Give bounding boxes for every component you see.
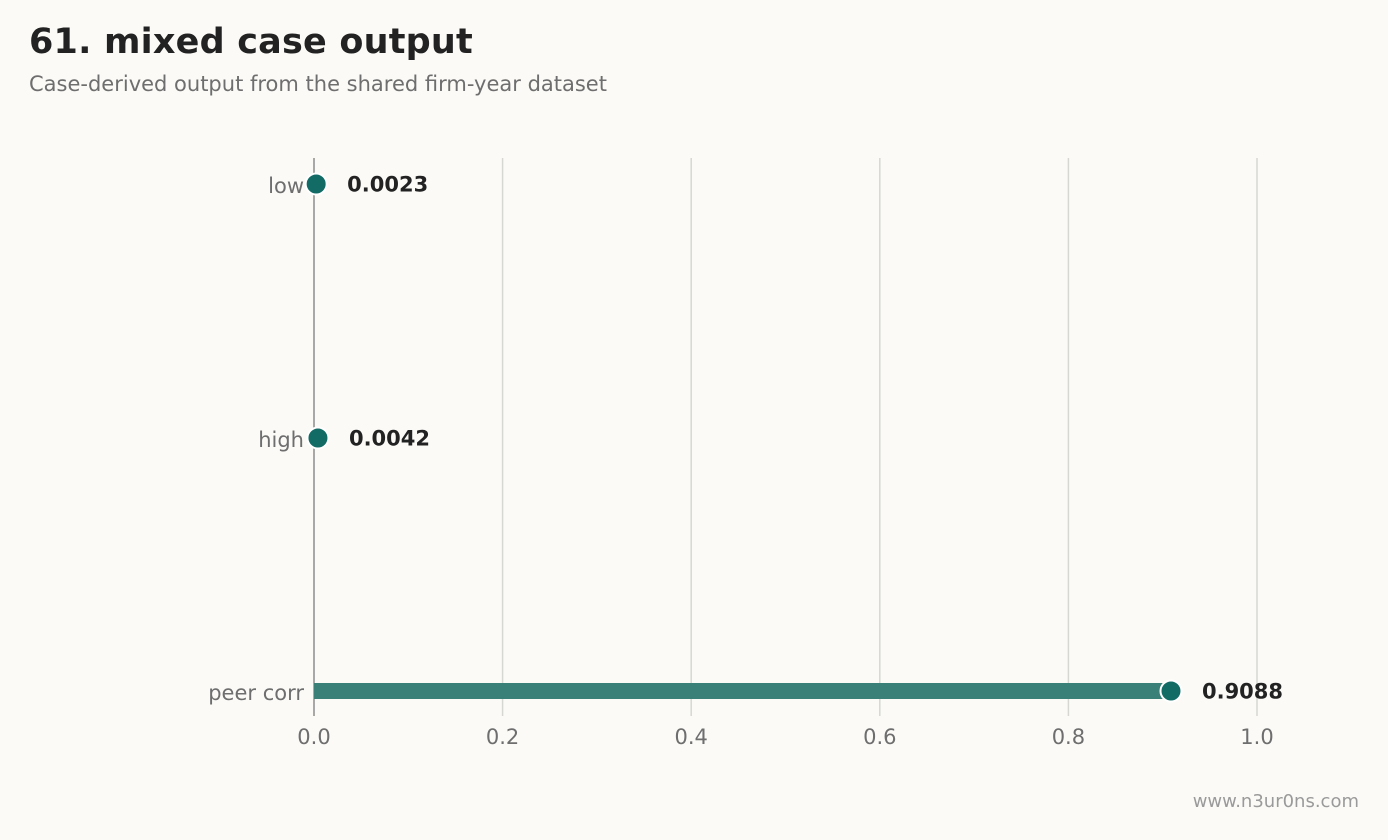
category-label: high [258, 428, 304, 452]
dot [304, 172, 328, 196]
x-tick-label: 0.6 [863, 725, 896, 749]
category-labels: low high peer corr [208, 174, 304, 705]
x-tick-label: 0.0 [297, 725, 330, 749]
bar [314, 683, 1171, 699]
dot [1159, 679, 1183, 703]
x-tick-labels: 0.0 0.2 0.4 0.6 0.8 1.0 [297, 725, 1273, 749]
grid-lines [501, 158, 1258, 716]
value-label: 0.9088 [1202, 680, 1283, 704]
x-tick-label: 0.4 [674, 725, 707, 749]
value-labels: 0.0023 0.0042 0.9088 [347, 173, 1283, 704]
value-label: 0.0042 [349, 427, 430, 451]
bars [314, 176, 1171, 699]
dot [306, 426, 330, 450]
category-label: peer corr [208, 681, 304, 705]
value-label: 0.0023 [347, 173, 428, 197]
chart-title: 61. mixed case output [29, 22, 473, 62]
category-label: low [268, 174, 304, 198]
chart-subtitle: Case-derived output from the shared firm… [29, 72, 607, 96]
dots [304, 172, 1183, 703]
x-tick-label: 0.2 [486, 725, 519, 749]
x-tick-label: 1.0 [1240, 725, 1273, 749]
watermark: www.n3ur0ns.com [1192, 791, 1359, 812]
x-tick-label: 0.8 [1052, 725, 1085, 749]
